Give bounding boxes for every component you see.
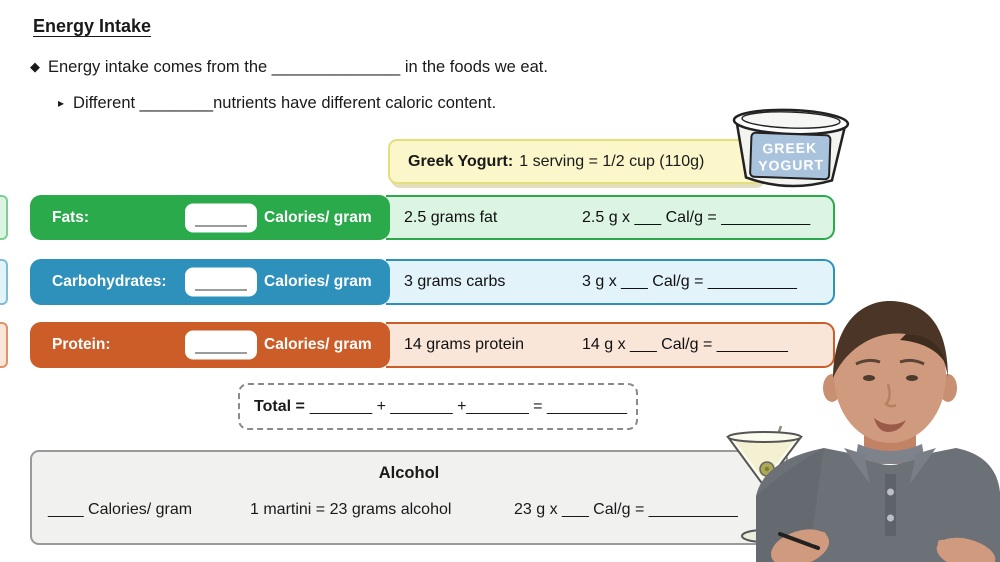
instructor-video-overlay (728, 296, 1000, 562)
carbs-label: Carbohydrates: (52, 273, 167, 290)
yogurt-note-label: Greek Yogurt: (408, 152, 514, 170)
alcohol-equation: 23 g x ___ Cal/g = __________ (514, 501, 738, 518)
protein-row-edge-sliver (0, 322, 8, 368)
yogurt-note-serving: 1 serving = 1/2 cup (110g) (519, 152, 705, 170)
greek-yogurt-note: Greek Yogurt: 1 serving = 1/2 cup (110g) (388, 139, 762, 184)
fats-label: Fats: (52, 208, 90, 226)
blank-underline (195, 352, 247, 354)
fats-calories-blank (185, 203, 257, 232)
total-label: Total = (254, 397, 305, 415)
carbs-equation: 3 g x ___ Cal/g = __________ (582, 273, 797, 290)
protein-amount: 14 grams protein (404, 336, 525, 353)
protein-calories-blank (185, 330, 257, 360)
carbohydrates-row: 3 grams carbs 3 g x ___ Cal/g = ________… (30, 259, 835, 305)
protein-unit: Calories/ gram (264, 336, 372, 353)
carbs-amount: 3 grams carbs (404, 273, 506, 290)
yogurt-tub-text-line1: GREEK (762, 140, 817, 157)
protein-label: Protein: (52, 336, 111, 353)
total-blanks: _______ + _______ +_______ = _________ (309, 397, 628, 415)
bullet-energy-intake: ◆ Energy intake comes from the __________… (30, 58, 548, 77)
sub-bullet-nutrients: ▸ Different ________nutrients have differ… (58, 94, 496, 113)
protein-row-detail: 14 grams protein 14 g x ___ Cal/g = ____… (386, 322, 835, 368)
fats-row-edge-sliver (0, 195, 8, 240)
fats-equation: 2.5 g x ___ Cal/g = __________ (582, 208, 811, 226)
alcohol-serving: 1 martini = 23 grams alcohol (250, 501, 452, 518)
alcohol-title: Alcohol (378, 464, 440, 482)
fats-row: 2.5 grams fat 2.5 g x ___ Cal/g = ______… (30, 195, 835, 240)
page-title: Energy Intake (33, 16, 152, 36)
fats-row-detail: 2.5 grams fat 2.5 g x ___ Cal/g = ______… (386, 195, 835, 240)
fats-amount: 2.5 grams fat (404, 208, 498, 226)
fats-unit: Calories/ gram (264, 208, 372, 226)
diamond-bullet-icon: ◆ (30, 59, 40, 74)
carbs-unit: Calories/ gram (264, 273, 372, 290)
bullet-text: Energy intake comes from the ___________… (48, 58, 548, 76)
carbs-row-header: Carbohydrates: Calories/ gram (30, 259, 390, 305)
alcohol-calories-blank: ____ Calories/ gram (48, 501, 193, 518)
protein-row: 14 grams protein 14 g x ___ Cal/g = ____… (30, 322, 835, 368)
alcohol-box: Alcohol ____ Calories/ gram 1 martini = … (30, 450, 788, 545)
total-equation-box: Total = _______ + _______ +_______ = ___… (238, 383, 638, 430)
triangle-bullet-icon: ▸ (58, 96, 65, 110)
yogurt-tub-icon: GREEK YOGURT (726, 103, 854, 200)
carbs-row-edge-sliver (0, 259, 8, 305)
blank-underline (195, 225, 247, 226)
blank-underline (195, 289, 247, 291)
yogurt-tub-text-line2: YOGURT (758, 156, 824, 173)
sub-bullet-text: Different ________nutrients have differe… (73, 94, 497, 112)
carbs-row-detail: 3 grams carbs 3 g x ___ Cal/g = ________… (386, 259, 835, 305)
carbs-calories-blank (185, 267, 257, 297)
protein-equation: 14 g x ___ Cal/g = ________ (582, 336, 788, 353)
fats-row-header: Fats: Calories/ gram (30, 195, 390, 240)
protein-row-header: Protein: Calories/ gram (30, 322, 390, 368)
